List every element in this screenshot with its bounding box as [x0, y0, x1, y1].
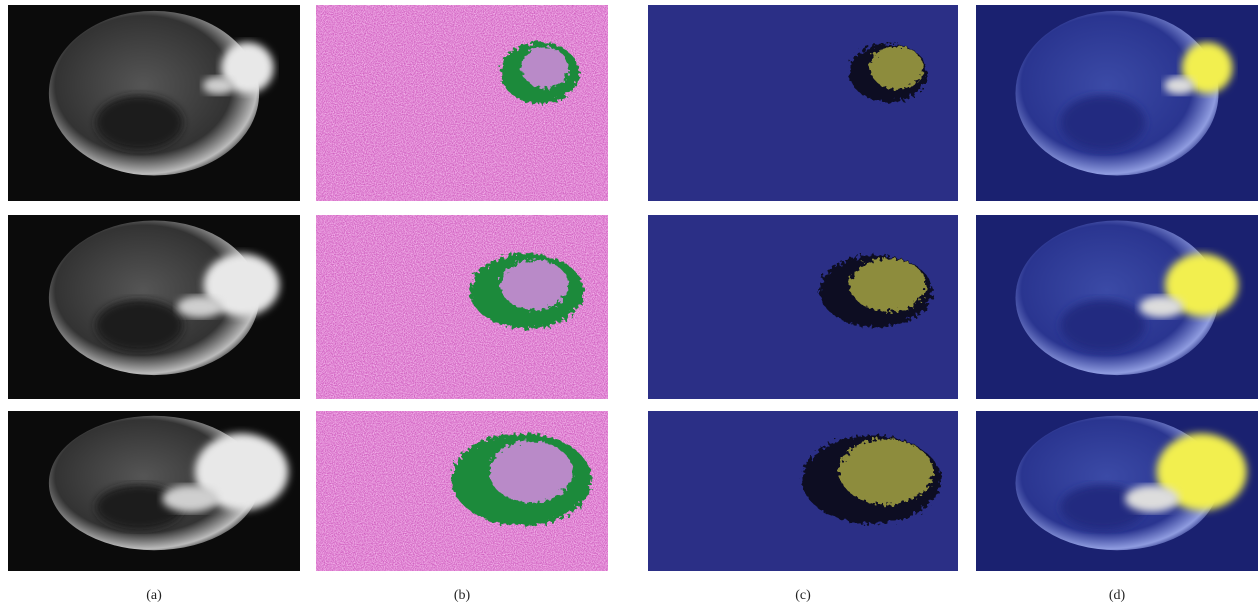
head — [49, 11, 259, 176]
panel-grid — [8, 5, 1258, 571]
caption: (a) — [146, 588, 162, 603]
panel-content — [648, 411, 958, 571]
image-panel — [648, 5, 958, 201]
panel-content — [648, 5, 958, 201]
edema — [1164, 77, 1194, 95]
brain-detail — [96, 300, 184, 352]
brain-detail — [1061, 95, 1146, 150]
edema — [1125, 485, 1179, 512]
caption: (b) — [454, 588, 471, 603]
image-panel — [316, 215, 608, 399]
image-panel — [316, 5, 608, 201]
edema — [177, 296, 223, 318]
image-panel — [8, 411, 300, 571]
segment — [870, 46, 923, 89]
edema — [1139, 296, 1183, 318]
figure: (a) (b) (c) (d) — [0, 0, 1258, 614]
edema — [162, 485, 218, 512]
image-panel — [976, 215, 1258, 399]
image-panel — [8, 5, 300, 201]
panel-content — [316, 5, 608, 201]
segment — [850, 258, 927, 311]
panel-content — [648, 215, 958, 399]
brain-detail — [96, 95, 184, 150]
head — [1015, 11, 1218, 176]
background — [648, 5, 958, 201]
panel-content — [976, 215, 1258, 399]
panel-content — [976, 411, 1258, 571]
panel-content — [316, 215, 608, 399]
caption: (d) — [1109, 588, 1126, 603]
panel-content — [8, 411, 300, 571]
panel-content — [976, 5, 1258, 201]
segment-core — [521, 47, 568, 88]
brain-detail — [1061, 300, 1146, 352]
caption: (c) — [795, 588, 811, 603]
segment — [839, 439, 933, 504]
edema — [203, 77, 235, 95]
panel-content — [316, 411, 608, 571]
image-panel — [976, 411, 1258, 571]
image-panel — [648, 215, 958, 399]
image-panel — [8, 215, 300, 399]
image-panel — [648, 411, 958, 571]
segment-core — [489, 441, 573, 502]
image-panel — [316, 411, 608, 571]
segment-core — [500, 260, 568, 310]
panel-content — [8, 215, 300, 399]
noise — [316, 5, 608, 201]
image-panel — [976, 5, 1258, 201]
panel-content — [8, 5, 300, 201]
